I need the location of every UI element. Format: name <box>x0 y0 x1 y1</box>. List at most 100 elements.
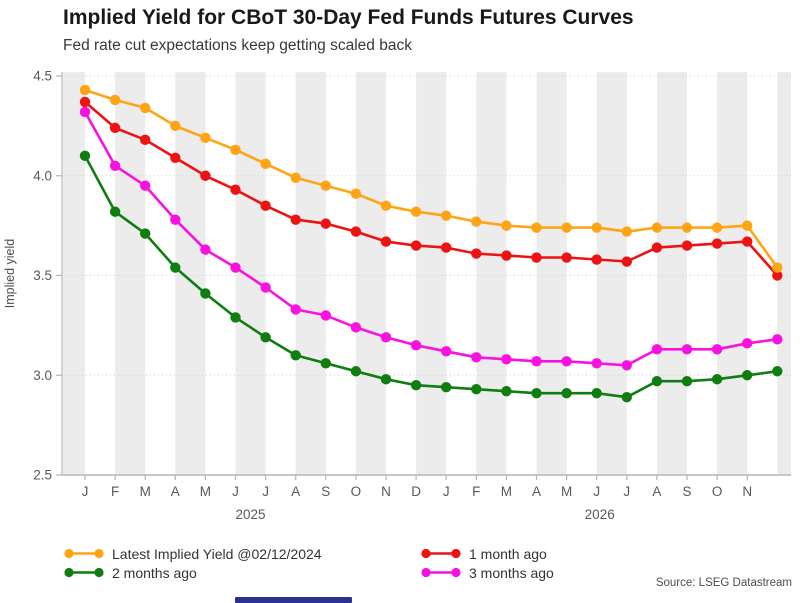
data-point-one-month-ago <box>651 242 663 253</box>
data-point-latest <box>109 94 121 106</box>
data-point-two-months-ago <box>380 374 392 385</box>
data-point-one-month-ago <box>170 152 181 163</box>
legend-marker-one-month-ago <box>421 548 461 559</box>
data-point-two-months-ago <box>230 312 241 323</box>
data-point-two-months-ago <box>79 150 91 161</box>
data-point-two-months-ago <box>109 206 121 217</box>
legend-item-one-month-ago: 1 month ago <box>420 546 743 562</box>
x-tick-label: J <box>82 484 89 499</box>
data-point-latest <box>170 120 181 132</box>
data-point-latest <box>531 222 542 233</box>
data-point-two-months-ago <box>200 288 211 299</box>
y-tick-label: 2.5 <box>33 468 52 483</box>
data-point-one-month-ago <box>350 226 362 237</box>
data-point-two-months-ago <box>140 228 151 239</box>
data-point-latest <box>320 180 331 191</box>
data-point-three-months-ago <box>651 344 663 355</box>
data-point-two-months-ago <box>561 388 572 399</box>
data-point-latest <box>651 222 663 233</box>
x-tick-label: J <box>623 484 630 499</box>
data-point-three-months-ago <box>260 282 271 293</box>
data-point-one-month-ago <box>471 248 482 259</box>
data-point-two-months-ago <box>441 382 452 393</box>
data-point-latest <box>350 188 362 199</box>
month-stripe <box>62 72 85 475</box>
x-tick-label: M <box>501 484 512 499</box>
legend-label: 3 months ago <box>469 564 554 581</box>
data-point-three-months-ago <box>531 356 542 367</box>
data-point-three-months-ago <box>681 344 693 355</box>
month-stripe <box>235 72 266 475</box>
data-point-three-months-ago <box>471 352 482 363</box>
bottom-scrollbar[interactable] <box>235 597 352 603</box>
data-point-latest <box>380 200 392 211</box>
x-tick-label: N <box>381 484 391 499</box>
x-tick-label: D <box>411 484 421 499</box>
data-point-three-months-ago <box>772 334 783 345</box>
data-point-latest <box>681 222 693 233</box>
y-tick-label: 4.5 <box>33 69 52 84</box>
data-point-three-months-ago <box>742 338 753 349</box>
data-point-three-months-ago <box>230 262 241 273</box>
x-tick-label: J <box>262 484 269 499</box>
data-point-latest <box>200 132 211 144</box>
data-point-three-months-ago <box>380 332 392 343</box>
data-point-two-months-ago <box>772 366 783 377</box>
month-stripe <box>416 72 447 475</box>
data-point-two-months-ago <box>621 391 632 403</box>
data-point-one-month-ago <box>681 240 693 251</box>
data-point-two-months-ago <box>260 332 271 343</box>
data-point-two-months-ago <box>170 262 181 273</box>
data-point-latest <box>290 172 301 183</box>
legend-marker-two-months-ago <box>64 567 104 578</box>
data-point-two-months-ago <box>320 358 331 369</box>
legend-item-two-months-ago: 2 months ago <box>63 565 420 581</box>
month-stripe <box>476 72 507 475</box>
data-point-three-months-ago <box>140 180 151 191</box>
data-point-three-months-ago <box>410 340 422 351</box>
y-tick-label: 3.0 <box>33 368 52 383</box>
x-tick-label: S <box>321 484 330 499</box>
chart-title: Implied Yield for CBoT 30-Day Fed Funds … <box>63 6 634 29</box>
x-tick-label: M <box>140 484 151 499</box>
data-point-three-months-ago <box>350 322 362 333</box>
data-point-latest <box>621 226 632 237</box>
data-point-one-month-ago <box>290 214 301 225</box>
x-tick-label: A <box>171 484 180 499</box>
data-point-two-months-ago <box>681 376 693 387</box>
legend-item-three-months-ago: 3 months ago <box>420 565 743 581</box>
data-point-latest <box>140 102 151 114</box>
legend-marker-three-months-ago <box>421 567 461 578</box>
data-point-one-month-ago <box>380 236 392 247</box>
yield-chart: 4.5 4.0 3.5 3.0 2.5 J F M A M J J A S O N D J F M A M J J A S O N 20… <box>3 69 791 522</box>
legend-label: 1 month ago <box>469 545 547 562</box>
data-point-one-month-ago <box>79 96 91 108</box>
data-point-three-months-ago <box>200 244 211 255</box>
data-point-one-month-ago <box>140 134 151 146</box>
chart-subtitle: Fed rate cut expectations keep getting s… <box>63 37 412 54</box>
data-point-two-months-ago <box>410 380 422 391</box>
data-point-latest <box>501 220 512 231</box>
x-tick-label: F <box>111 484 119 499</box>
x-tick-label: O <box>351 484 362 499</box>
data-point-one-month-ago <box>441 242 452 253</box>
x-tick-label: J <box>593 484 600 499</box>
data-point-one-month-ago <box>320 218 331 229</box>
data-point-two-months-ago <box>290 350 301 361</box>
data-point-three-months-ago <box>320 310 331 321</box>
data-point-three-months-ago <box>290 304 301 315</box>
data-point-one-month-ago <box>621 256 632 267</box>
month-stripe <box>536 72 567 475</box>
x-tick-label: A <box>532 484 541 499</box>
data-point-latest <box>561 222 572 233</box>
data-point-one-month-ago <box>501 250 512 261</box>
month-stripe <box>295 72 326 475</box>
x-tick-label: J <box>443 484 450 499</box>
month-stripe <box>115 72 146 475</box>
data-point-one-month-ago <box>561 252 572 263</box>
y-tick-label: 3.5 <box>33 268 52 283</box>
month-stripe <box>656 72 687 475</box>
legend-label: 2 months ago <box>112 564 197 581</box>
data-point-three-months-ago <box>170 214 181 225</box>
data-point-latest <box>591 222 602 233</box>
